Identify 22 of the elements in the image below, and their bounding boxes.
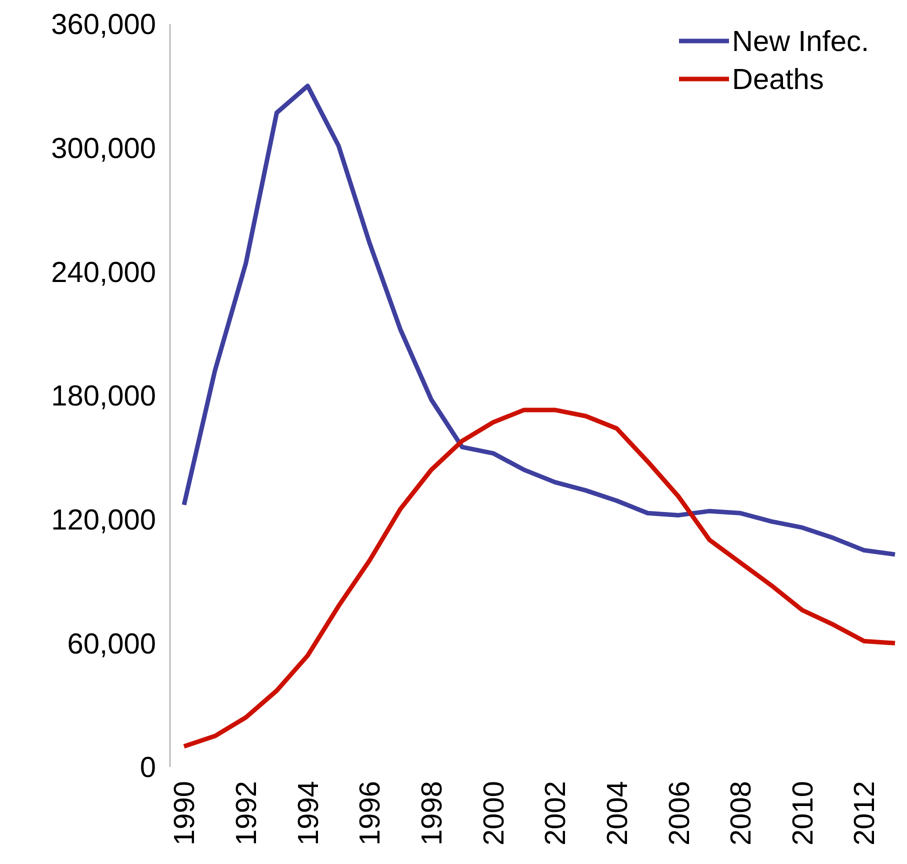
- x-tick-label: 2010: [787, 781, 820, 846]
- y-tick-label: 360,000: [51, 9, 156, 42]
- x-tick-label: 1996: [354, 781, 387, 846]
- y-tick-label: 0: [140, 752, 156, 784]
- x-tick-label: 2012: [849, 781, 882, 846]
- x-tick-label: 2000: [478, 781, 510, 846]
- x-tick-label: 2002: [540, 781, 572, 846]
- x-tick-label: 2006: [664, 781, 696, 846]
- x-tick-label: 2004: [602, 781, 634, 846]
- y-tick-label: 60,000: [67, 628, 156, 660]
- x-tick-label: 1998: [416, 781, 448, 846]
- legend-label: Deaths: [732, 64, 824, 96]
- line-series: [182, 408, 898, 749]
- y-tick-label: 180,000: [51, 380, 156, 413]
- x-tick-label: 1994: [292, 781, 325, 846]
- y-tick-label: 240,000: [51, 256, 156, 289]
- y-tick-label: 300,000: [51, 132, 156, 165]
- x-tick-label: 1990: [169, 781, 202, 846]
- x-tick-label: 1992: [230, 781, 263, 846]
- y-tick-label: 120,000: [51, 504, 156, 536]
- x-tick-label: 2008: [726, 781, 758, 846]
- legend-label: New Infec.: [732, 26, 869, 58]
